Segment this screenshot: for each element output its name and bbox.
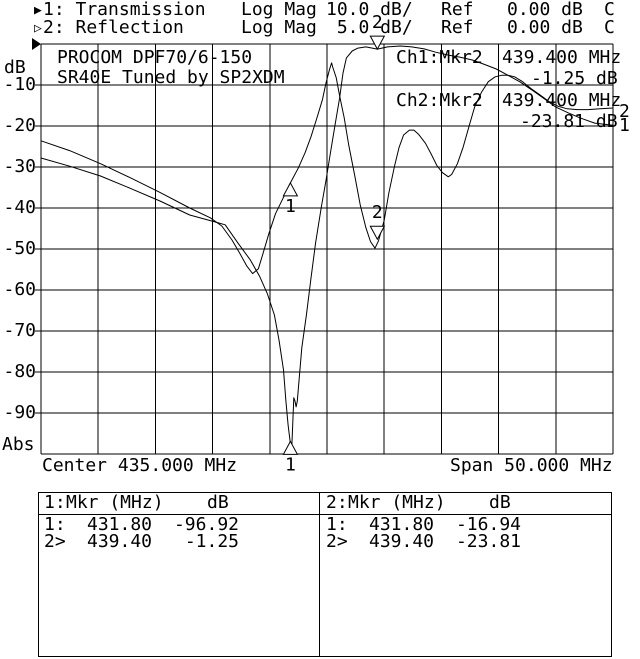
table2-row1-id: 1:	[326, 514, 348, 535]
trace1-scale: 10.0 dB/	[326, 0, 413, 20]
y-tick: -60	[3, 279, 36, 300]
trace1-status: C	[604, 0, 615, 20]
table2-col-freq: Mkr (MHz)	[348, 492, 446, 513]
trace2-label: 2: Reflection	[43, 17, 184, 38]
center-frequency-label: Center 435.000 MHz	[42, 455, 238, 476]
trace2-format: Log Mag	[241, 17, 317, 38]
ch2-marker-readout-label: Ch2:Mkr2	[394, 90, 485, 111]
table2-row2-db: -23.81	[455, 531, 521, 552]
y-tick: -80	[3, 361, 36, 382]
marker-2-label: 2	[372, 202, 383, 223]
y-tick: -30	[3, 156, 36, 177]
table1-row1-db: -96.92	[173, 514, 239, 535]
device-title-line2: SR40E Tuned by SP2XDM	[55, 67, 287, 88]
y-tick: -90	[3, 402, 36, 423]
trace1-ref-label: Ref	[441, 0, 474, 20]
trace1-format: Log Mag	[241, 0, 317, 20]
y-axis-unit: dB	[4, 57, 26, 78]
marker-1-triangle-icon	[282, 181, 299, 197]
trace2-status: C	[604, 17, 615, 38]
table1-col-db: dB	[207, 492, 229, 513]
table1-row2-id: 2>	[44, 531, 66, 552]
active-trace-icon: ▶	[34, 3, 42, 18]
trace-end-label-2: 2	[619, 101, 630, 122]
marker-2-label: 2	[372, 12, 383, 33]
ch1-marker-readout-value: -1.25 dB	[529, 68, 620, 89]
table1-ch: 1:	[44, 492, 66, 513]
trace1-ref-value: 0.00 dB	[507, 0, 583, 20]
ref-level-pointer-icon	[32, 38, 41, 50]
inactive-trace-icon: ▷	[34, 21, 42, 36]
marker-1-label: 1	[285, 196, 296, 217]
y-tick: -70	[3, 320, 36, 341]
trace2-ref-value: 0.00 dB	[507, 17, 583, 38]
marker-1-triangle-icon	[282, 440, 299, 455]
trace1-label: 1: Transmission	[43, 0, 206, 20]
table1-row1-id: 1:	[44, 514, 66, 535]
trace-end-label-1: 1	[619, 115, 630, 136]
table1-row1-freq: 431.80	[87, 514, 153, 535]
marker-2-triangle-icon	[369, 35, 386, 51]
table2-row2-freq: 439.40	[369, 531, 435, 552]
trace2-ref-label: Ref	[441, 17, 474, 38]
trace-reflection	[40, 62, 614, 275]
marker-1-label: 1	[285, 454, 296, 475]
trace2-scale: 5.0 dB/	[326, 17, 413, 38]
table1-row2-db: -1.25	[184, 531, 239, 552]
y-axis-bottom-label: Abs	[2, 434, 35, 455]
table2-row2-id: 2>	[326, 531, 348, 552]
marker-2-triangle-icon	[369, 225, 386, 241]
device-title-line1: PROCOM DPF70/6-150	[55, 47, 255, 68]
marker-table-frame	[38, 492, 612, 657]
table2-ch: 2:	[326, 492, 348, 513]
table2-row1-db: -16.94	[455, 514, 521, 535]
table2-row1-freq: 431.80	[369, 514, 435, 535]
span-label: Span 50.000 MHz	[450, 455, 613, 476]
marker-table-divider	[319, 492, 320, 657]
y-tick: -10	[3, 74, 36, 95]
y-tick: -20	[3, 115, 36, 136]
marker-table-header-rule	[38, 514, 612, 515]
y-tick: -40	[3, 197, 36, 218]
y-tick: -50	[3, 238, 36, 259]
table1-row2-freq: 439.40	[87, 531, 153, 552]
table1-col-freq: Mkr (MHz)	[66, 492, 164, 513]
table2-col-db: dB	[489, 492, 511, 513]
ch1-marker-readout-label: Ch1:Mkr2	[394, 47, 485, 68]
trace-transmission	[40, 45, 614, 455]
